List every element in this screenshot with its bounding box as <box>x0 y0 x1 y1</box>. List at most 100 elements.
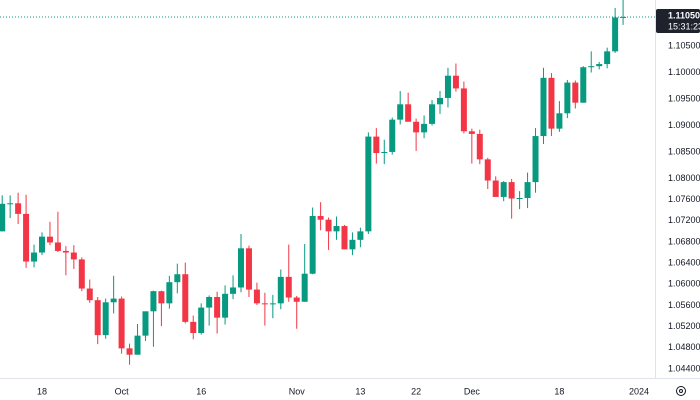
x-tick-label: 22 <box>411 386 421 396</box>
y-tick-label: 1.05600 <box>668 300 700 310</box>
candle-body <box>437 97 443 105</box>
candle-body <box>588 66 595 68</box>
candle-body <box>365 136 372 232</box>
x-tick-label: Oct <box>115 386 130 396</box>
x-tick-label: 18 <box>37 386 47 396</box>
candle-body <box>150 291 157 312</box>
candle-body <box>102 302 109 336</box>
candle-body <box>0 203 6 232</box>
candle-body <box>516 198 523 199</box>
candle-body <box>429 104 436 124</box>
candle-body <box>405 104 412 122</box>
candle-body <box>158 291 165 304</box>
candle-body <box>349 239 356 250</box>
candle-body <box>413 121 420 133</box>
x-tick-label: Nov <box>289 386 306 396</box>
candle-body <box>182 274 189 322</box>
candle-body <box>389 119 396 152</box>
candle-body <box>285 276 292 298</box>
candle-body <box>54 242 61 251</box>
candle-body <box>134 335 141 355</box>
candle-body <box>484 159 491 181</box>
y-tick-label: 1.06800 <box>668 236 700 246</box>
candle-body <box>110 298 117 303</box>
candle-body <box>253 289 260 304</box>
x-tick-label: 13 <box>355 386 365 396</box>
candle-body <box>508 182 515 199</box>
y-tick-label: 1.05200 <box>668 321 700 331</box>
candle-body <box>62 250 69 253</box>
candle-body <box>230 287 237 294</box>
candle-body <box>341 226 348 250</box>
candle-body <box>452 75 459 89</box>
x-tick-label: 16 <box>196 386 206 396</box>
last-price-label: 1.11050 <box>668 10 700 20</box>
candle-body <box>94 300 101 336</box>
y-tick-label: 1.07600 <box>668 194 700 204</box>
y-tick-label: 1.07200 <box>668 215 700 225</box>
candle-body <box>540 77 547 137</box>
candle-body <box>612 17 619 52</box>
candle-body <box>460 88 467 132</box>
candle-body <box>166 282 173 304</box>
y-tick-label: 1.06400 <box>668 257 700 267</box>
settings-button[interactable] <box>676 386 686 396</box>
candle-body <box>468 131 475 134</box>
x-tick-label: 18 <box>554 386 564 396</box>
candle-body <box>277 276 284 304</box>
y-tick-label: 1.04800 <box>668 342 700 352</box>
candle-body <box>580 67 587 103</box>
candle-body <box>500 182 507 197</box>
x-tick-label: Dec <box>464 386 481 396</box>
countdown-label: 15:31:23 <box>668 21 700 31</box>
candle-body <box>78 259 85 289</box>
candle-body <box>245 248 252 290</box>
candle-body <box>604 51 611 65</box>
x-tick-label: 2024 <box>629 386 649 396</box>
candle-body <box>126 348 133 355</box>
candle-body <box>190 321 197 333</box>
candle-body <box>333 226 340 232</box>
candle-body <box>373 136 380 153</box>
candle-body <box>301 273 308 302</box>
settings-icon[interactable] <box>676 386 686 396</box>
candle-body <box>15 203 22 214</box>
y-tick-label: 1.09500 <box>668 93 700 103</box>
y-tick-label: 1.06000 <box>668 279 700 289</box>
candle-body <box>23 213 30 262</box>
candle-body <box>532 136 539 183</box>
candle-body <box>118 298 125 349</box>
candle-body <box>7 203 14 205</box>
candle-body <box>444 75 451 98</box>
candle-body <box>198 307 205 333</box>
candle-body <box>524 182 531 198</box>
candle-body <box>86 288 93 301</box>
candle-body <box>397 104 404 120</box>
candle-body <box>293 297 300 302</box>
y-tick-label: 1.08000 <box>668 173 700 183</box>
candle-body <box>39 236 45 253</box>
y-tick-label: 1.09000 <box>668 120 700 130</box>
candle-body <box>261 303 268 305</box>
candle-body <box>70 252 77 260</box>
candle-body <box>317 216 324 220</box>
candle-body <box>381 151 388 153</box>
y-tick-label: 1.10000 <box>668 67 700 77</box>
candle-body <box>357 231 364 240</box>
candle-body <box>564 82 571 114</box>
y-tick-label: 1.10500 <box>668 40 700 50</box>
candle-body <box>174 274 181 283</box>
candle-body <box>325 219 332 232</box>
y-tick-label: 1.08500 <box>668 146 700 156</box>
candle-body <box>222 293 229 318</box>
settings-icon-center[interactable] <box>679 389 683 393</box>
candle-body <box>142 311 149 336</box>
candle-body <box>46 236 53 243</box>
candle-body <box>206 297 213 308</box>
candle-body <box>31 252 38 262</box>
candle-body <box>596 64 603 67</box>
candle-body <box>309 216 316 274</box>
candle-body <box>548 77 555 129</box>
